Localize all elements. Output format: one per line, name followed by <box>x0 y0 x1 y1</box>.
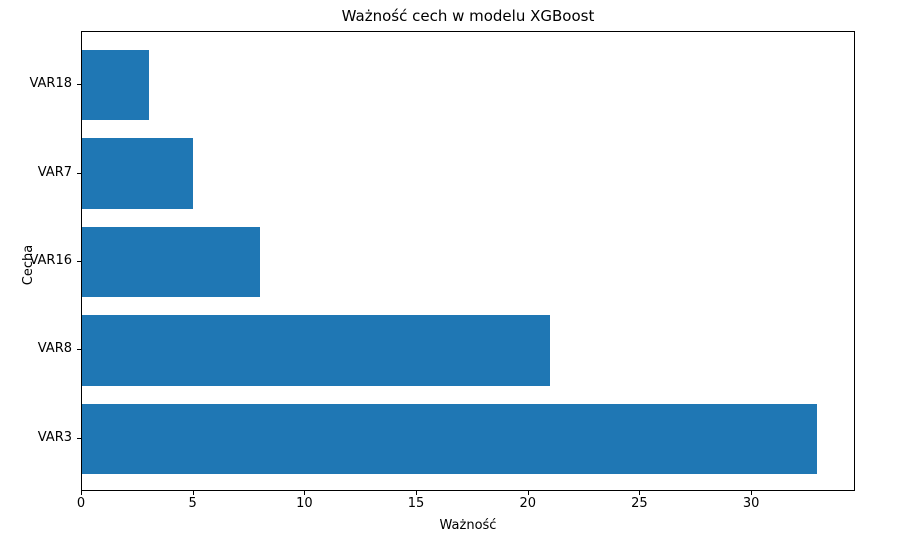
bar-var7 <box>82 138 194 209</box>
x-tick-label-20: 20 <box>519 496 537 511</box>
x-tick-label-15: 15 <box>407 496 425 511</box>
y-tick-mark <box>77 261 81 262</box>
x-tick-mark <box>81 491 82 495</box>
bar-var16 <box>82 226 261 298</box>
y-tick-mark <box>77 84 81 86</box>
y-tick-label-var7: VAR7 <box>37 164 72 180</box>
y-tick-label-var3: VAR3 <box>37 429 72 445</box>
plot-area <box>81 31 855 491</box>
x-tick-mark <box>192 491 194 495</box>
x-tick-label-0: 0 <box>76 496 86 511</box>
y-tick-mark <box>77 349 81 351</box>
y-tick-label-var18: VAR18 <box>29 76 72 92</box>
bar-var3 <box>82 403 818 475</box>
x-axis-label: Ważność <box>439 518 497 533</box>
y-tick-mark <box>77 172 81 174</box>
x-tick-mark <box>751 491 753 495</box>
x-tick-mark <box>304 491 306 495</box>
x-tick-mark <box>527 491 529 495</box>
x-tick-mark <box>639 491 641 495</box>
x-tick-label-30: 30 <box>742 496 760 511</box>
y-tick-label-var16: VAR16 <box>29 253 72 268</box>
y-tick-label-var8: VAR8 <box>37 341 72 357</box>
bar-var18 <box>82 49 149 121</box>
bar-var8 <box>82 315 550 386</box>
x-tick-label-10: 10 <box>296 496 313 511</box>
x-tick-label-5: 5 <box>188 496 197 511</box>
x-tick-label-25: 25 <box>631 496 648 511</box>
y-tick-mark <box>77 437 81 439</box>
x-tick-mark <box>416 491 418 495</box>
chart-title: Ważność cech w modelu XGBoost <box>341 7 595 25</box>
